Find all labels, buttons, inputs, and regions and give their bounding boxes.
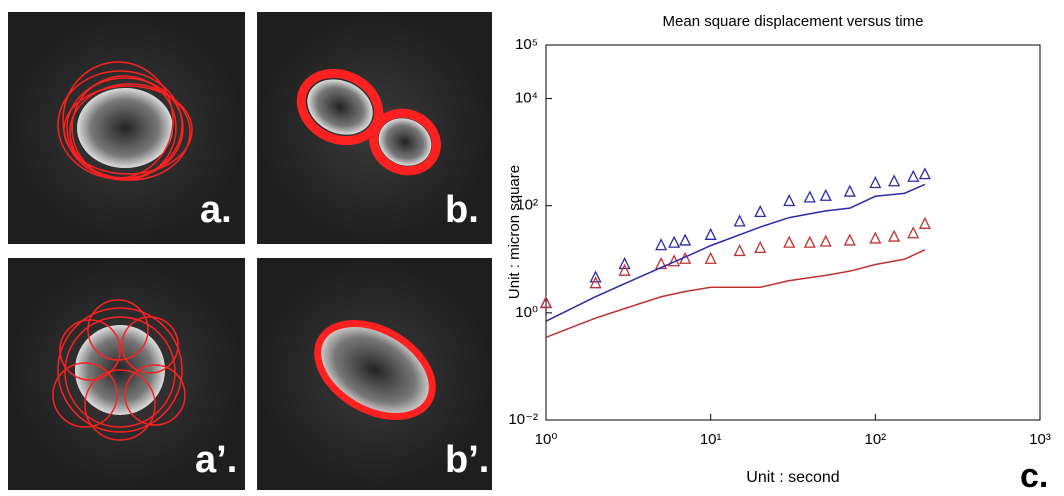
chart-title: Mean square displacement versus time xyxy=(663,13,924,30)
x-tick-label: 10¹ xyxy=(700,431,722,448)
triangle-marker xyxy=(783,194,796,207)
triangle-marker xyxy=(589,270,602,283)
panel-label: a’. xyxy=(195,439,237,481)
y-tick-label: 10⁵ xyxy=(515,36,538,53)
y-tick-label: 10⁴ xyxy=(515,90,538,107)
triangle-marker xyxy=(907,226,920,239)
triangle-marker xyxy=(589,276,602,289)
triangle-marker xyxy=(618,263,631,276)
triangle-marker xyxy=(819,234,832,247)
data-line xyxy=(545,183,926,322)
triangle-marker xyxy=(888,174,901,187)
triangle-marker xyxy=(869,231,882,244)
triangle-marker xyxy=(655,238,668,251)
triangle-marker xyxy=(803,235,816,248)
triangle-marker xyxy=(843,233,856,246)
triangle-marker xyxy=(754,240,767,254)
triangle-marker xyxy=(655,257,668,270)
panel-label: a. xyxy=(200,189,232,231)
x-tick-label: 10² xyxy=(864,431,886,448)
plot-frame xyxy=(545,44,1041,421)
triangle-marker xyxy=(704,251,717,264)
triangle-marker xyxy=(754,204,767,218)
triangle-marker xyxy=(803,190,816,203)
data-line xyxy=(545,249,926,338)
triangle-marker xyxy=(704,227,717,240)
triangle-marker xyxy=(618,257,631,270)
y-tick-label: 10² xyxy=(516,197,538,214)
triangle-marker xyxy=(539,295,553,309)
panel-label: b. xyxy=(445,189,479,231)
panel-label: b’. xyxy=(445,439,489,481)
triangle-marker xyxy=(668,235,681,248)
x-axis-label: Unit : second xyxy=(746,469,839,486)
panel-label: c. xyxy=(1020,457,1048,495)
triangle-marker xyxy=(679,233,692,246)
triangle-marker xyxy=(869,176,882,189)
triangle-marker xyxy=(733,244,746,257)
panel-a: a. xyxy=(8,12,245,244)
panel-b: b. xyxy=(257,12,492,244)
x-tick-label: 10³ xyxy=(1029,431,1051,448)
y-tick-label: 10⁰ xyxy=(515,304,538,321)
panel-b-prime: b’. xyxy=(257,258,492,490)
triangle-marker xyxy=(918,216,931,229)
x-tick-label: 10⁰ xyxy=(535,431,558,448)
triangle-marker xyxy=(783,235,796,248)
triangle-marker xyxy=(843,184,856,197)
triangle-marker xyxy=(907,169,920,182)
triangle-marker xyxy=(918,167,931,180)
y-tick-label: 10⁻² xyxy=(508,411,538,428)
triangle-marker xyxy=(819,188,832,201)
triangle-marker xyxy=(733,214,746,227)
panel-a-prime: a’. xyxy=(8,258,245,490)
y-axis-label: Unit : micron square xyxy=(506,165,523,299)
triangle-marker xyxy=(888,229,901,242)
